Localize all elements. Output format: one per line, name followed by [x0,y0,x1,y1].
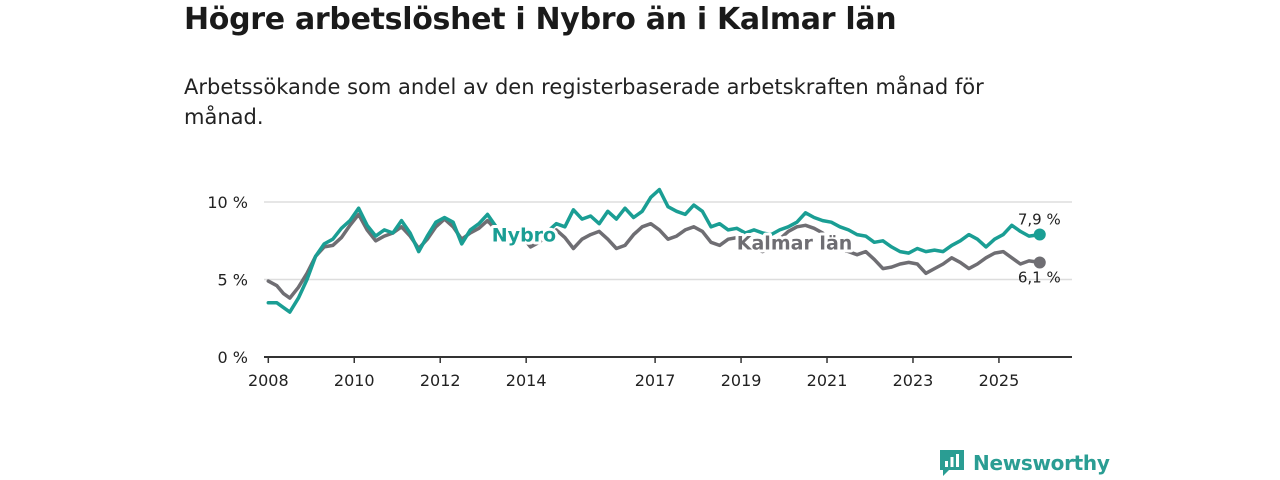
newsworthy-logo-text: Newsworthy [973,451,1110,475]
series-label-nybro: Nybro [492,225,556,247]
end-label-kalmar: 6,1 % [1018,268,1061,286]
end-marker-nybro [1033,228,1046,241]
chart-subtitle: Arbetssökande som andel av den registerb… [184,75,984,129]
newsworthy-logo: Newsworthy [937,448,1110,478]
end-label-nybro: 7,9 % [1018,211,1061,229]
chart-title: Högre arbetslöshet i Nybro än i Kalmar l… [184,2,897,37]
series-line-kalmar [266,212,1042,300]
x-tick-label: 2017 [635,371,676,390]
newsworthy-logo-icon [940,450,964,476]
x-tick-label: 2014 [506,371,547,390]
y-axis-ticks: 0 % 5 % 10 % [207,193,248,367]
x-tick-label: 2019 [721,371,762,390]
x-axis: 2008 2010 2012 2014 2017 2019 2021 2023 2025 [248,356,1072,390]
series-label-kalmar: Kalmar län [737,232,853,254]
x-tick-label: 2010 [334,371,375,390]
end-marker-kalmar [1033,256,1046,269]
y-tick-label: 10 % [207,193,248,212]
x-tick-label: 2008 [248,371,289,390]
x-tick-label: 2021 [807,371,848,390]
x-tick-label: 2023 [893,371,934,390]
series-labels: Nybro Kalmar län 7,9 % 6,1 % [489,211,1061,287]
x-tick-label: 2012 [420,371,461,390]
y-tick-label: 5 % [218,271,248,290]
series-lines [266,187,1042,314]
x-tick-label: 2025 [979,371,1020,390]
gridlines [264,201,1072,281]
series-line-nybro [266,187,1042,314]
y-tick-label: 0 % [218,348,248,367]
